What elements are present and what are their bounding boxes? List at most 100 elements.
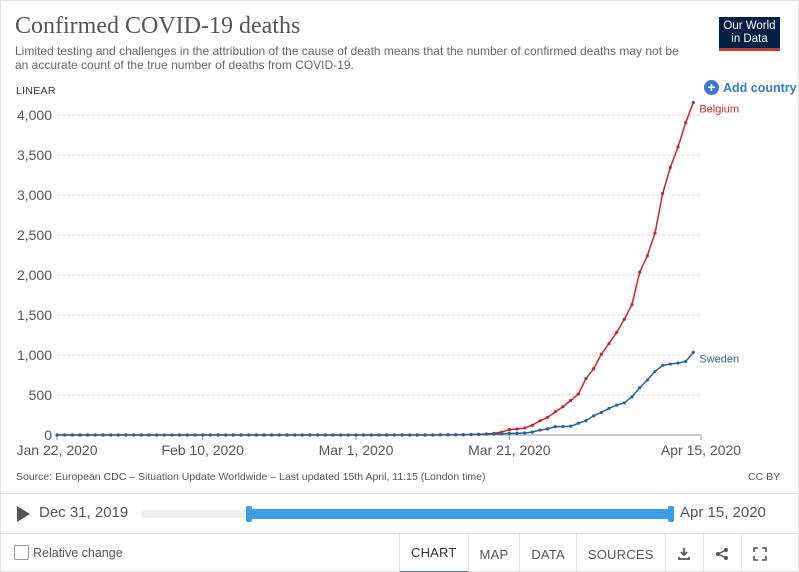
data-point-sweden [124, 433, 128, 437]
tab-sources[interactable]: SOURCES [575, 534, 665, 572]
timeline: Dec 31, 2019 Apr 15, 2020 [1, 493, 799, 533]
fullscreen-icon[interactable] [740, 534, 779, 572]
license-link[interactable]: CC BY [748, 471, 781, 483]
data-point-sweden [346, 433, 350, 437]
data-point-belgium [515, 427, 519, 431]
relative-change-toggle[interactable]: Relative change [14, 545, 123, 560]
data-point-sweden [178, 433, 182, 437]
data-point-sweden [492, 432, 496, 436]
data-point-belgium [546, 415, 550, 419]
data-point-sweden [109, 433, 113, 437]
timeline-selected-range[interactable] [249, 509, 671, 519]
y-tick-label: 3,000 [17, 187, 52, 203]
data-point-sweden [247, 433, 251, 437]
data-point-sweden [339, 433, 343, 437]
footer-controls: Relative change CHART MAP DATA SOURCES [1, 533, 799, 572]
data-point-sweden [408, 433, 412, 437]
series-label-sweden: Sweden [699, 353, 739, 365]
data-point-sweden [316, 433, 320, 437]
tab-data[interactable]: DATA [519, 534, 576, 572]
data-point-belgium [553, 410, 557, 414]
y-tick-label: 2,000 [17, 267, 52, 283]
play-icon[interactable] [17, 506, 30, 522]
data-point-belgium [622, 317, 626, 321]
timeline-end-handle[interactable] [668, 506, 674, 522]
data-point-belgium [638, 270, 642, 274]
data-point-belgium [538, 419, 542, 423]
relative-change-checkbox[interactable] [14, 545, 29, 560]
relative-change-label: Relative change [33, 545, 123, 560]
download-icon[interactable] [664, 534, 703, 572]
scale-toggle[interactable]: LINEAR [16, 85, 56, 97]
data-point-sweden [423, 433, 427, 437]
data-point-belgium [576, 392, 580, 396]
data-point-belgium [530, 423, 534, 427]
line-chart: 0 500 1,000 1,500 2,000 2,500 3,000 3,500 4,000 J… [17, 100, 741, 458]
data-point-sweden [392, 433, 396, 437]
data-point-sweden [70, 433, 74, 437]
data-point-belgium [645, 254, 649, 258]
data-point-sweden [592, 414, 596, 418]
data-point-sweden [661, 363, 665, 367]
add-country-label: Add country [723, 80, 797, 95]
data-point-sweden [231, 433, 235, 437]
data-point-sweden [224, 433, 228, 437]
data-point-sweden [147, 433, 151, 437]
data-point-sweden [515, 431, 519, 435]
owid-logo[interactable]: Our World in Data [719, 17, 780, 51]
source-text[interactable]: Source: European CDC – Situation Update … [16, 471, 486, 483]
data-point-belgium [653, 231, 657, 235]
tab-map[interactable]: MAP [467, 534, 520, 572]
data-point-sweden [116, 433, 120, 437]
data-point-belgium [691, 100, 695, 105]
data-point-belgium [523, 426, 527, 430]
timeline-start-handle[interactable] [246, 506, 252, 522]
data-point-sweden [599, 410, 603, 415]
chart-title: Confirmed COVID-19 deaths [15, 13, 301, 39]
data-point-sweden [162, 433, 166, 437]
add-country-button[interactable]: + Add country [704, 80, 797, 95]
data-point-sweden [576, 421, 580, 425]
data-point-sweden [132, 433, 136, 437]
x-tick-label: Mar 1, 2020 [319, 442, 394, 458]
logo-line-2: in Data [731, 33, 768, 45]
data-point-sweden [668, 362, 672, 366]
data-point-sweden [431, 433, 435, 437]
data-point-sweden [139, 433, 143, 437]
data-point-sweden [469, 432, 473, 437]
plus-circle-icon: + [704, 80, 719, 95]
data-point-sweden [201, 433, 205, 437]
data-point-sweden [78, 433, 82, 437]
data-point-sweden [63, 433, 67, 437]
data-point-sweden [185, 433, 189, 437]
x-tick-label: Mar 21, 2020 [468, 442, 551, 458]
data-point-sweden [101, 433, 105, 437]
data-point-belgium [599, 352, 603, 356]
data-point-sweden [254, 433, 258, 437]
y-tick-label: 1,000 [17, 347, 52, 363]
data-point-sweden [277, 433, 281, 437]
y-tick-label: 2,500 [17, 227, 52, 243]
tab-chart[interactable]: CHART [399, 534, 468, 572]
series-line-belgium [57, 102, 695, 436]
data-point-sweden [438, 433, 442, 437]
y-tick-label: 3,500 [17, 147, 52, 163]
data-point-sweden [262, 433, 266, 437]
data-point-sweden [653, 369, 657, 374]
tab-bar: CHART MAP DATA SOURCES [399, 534, 779, 572]
x-tick-label: Feb 10, 2020 [161, 442, 244, 458]
data-point-sweden [477, 432, 481, 437]
x-tick-label: Apr 15, 2020 [661, 442, 741, 458]
logo-line-1: Our World [723, 20, 776, 32]
data-point-sweden [461, 433, 465, 437]
data-point-sweden [584, 419, 588, 423]
share-icon[interactable] [702, 534, 741, 572]
data-point-belgium [584, 377, 588, 381]
data-point-sweden [208, 433, 212, 437]
data-point-sweden [446, 433, 450, 437]
data-point-sweden [546, 427, 550, 431]
data-point-sweden [622, 401, 626, 405]
data-point-belgium [607, 341, 611, 346]
series-line-sweden [57, 351, 694, 436]
